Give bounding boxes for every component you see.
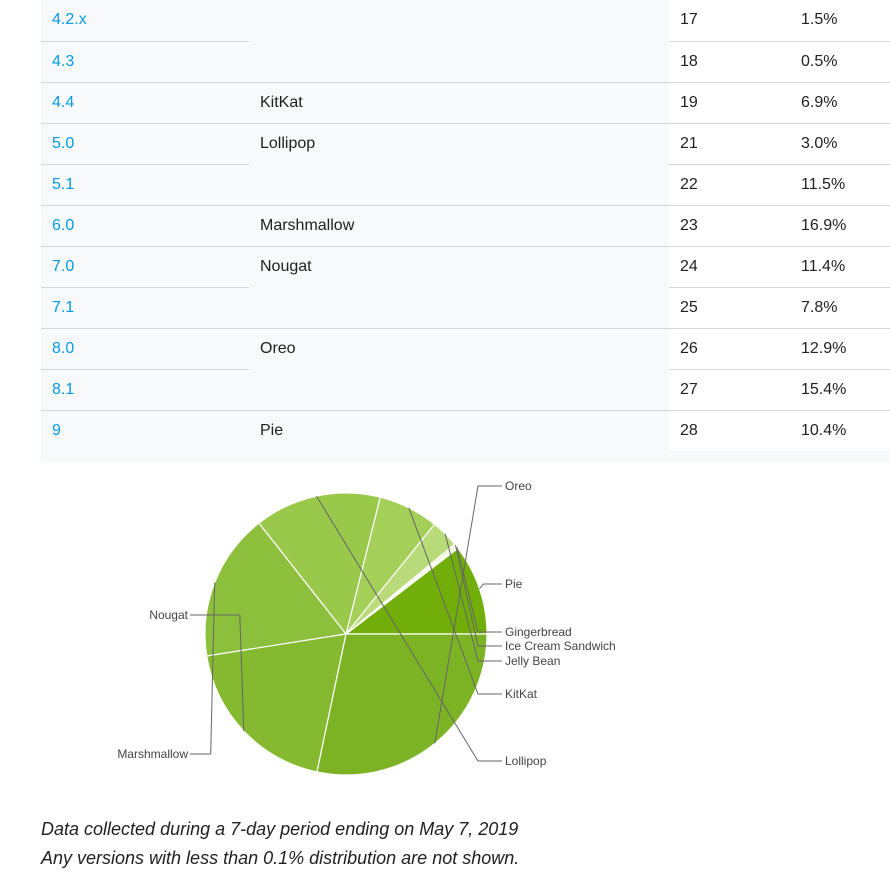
- table-body: 4.2.x 17 1.5% 4.3 18 0.5% 4.4 KitKat 19 6.9% 5.0 Lo…: [41, 0, 890, 451]
- pie-label: Pie: [505, 577, 523, 591]
- pie-label: KitKat: [505, 687, 538, 701]
- distribution-cell: 11.4%: [773, 245, 890, 287]
- version-cell: 4.3: [41, 40, 249, 82]
- version-cell: 4.4: [41, 81, 249, 123]
- table-row: 4.4 KitKat 19 6.9%: [41, 81, 890, 123]
- pie-label: Marshmallow: [117, 747, 188, 761]
- codename-cell: [249, 369, 669, 410]
- codename-cell: [249, 164, 669, 205]
- table-row: 6.0 Marshmallow 23 16.9%: [41, 204, 890, 246]
- version-distribution-table: 4.2.x 17 1.5% 4.3 18 0.5% 4.4 KitKat 19 6.9% 5.0 Lo…: [41, 0, 890, 451]
- api-level-cell: 19: [669, 81, 773, 123]
- distribution-cell: 0.5%: [773, 40, 890, 82]
- leader-line: [444, 533, 502, 662]
- table-row: 8.0 Oreo 26 12.9%: [41, 327, 890, 369]
- pie-label: Ice Cream Sandwich: [505, 639, 616, 653]
- distribution-cell: 3.0%: [773, 122, 890, 164]
- codename-cell: KitKat: [249, 81, 669, 123]
- pie-label: Jelly Bean: [505, 654, 560, 668]
- version-cell: 5.0: [41, 122, 249, 164]
- api-level-cell: 28: [669, 409, 773, 451]
- version-cell: 8.0: [41, 327, 249, 369]
- table-row: 4.3 18 0.5%: [41, 40, 890, 82]
- distribution-table-container: 4.2.x 17 1.5% 4.3 18 0.5% 4.4 KitKat 19 6.9% 5.0 Lo…: [41, 0, 890, 462]
- distribution-cell: 6.9%: [773, 81, 890, 123]
- distribution-cell: 1.5%: [773, 0, 890, 41]
- distribution-cell: 16.9%: [773, 204, 890, 246]
- pie-slices: [204, 492, 488, 776]
- version-link[interactable]: 4.2.x: [52, 11, 87, 29]
- api-level-cell: 23: [669, 204, 773, 246]
- version-cell: 7.0: [41, 245, 249, 287]
- distribution-cell: 15.4%: [773, 368, 890, 410]
- leader-line: [316, 495, 502, 762]
- version-link[interactable]: 9: [52, 421, 61, 439]
- version-link[interactable]: 7.1: [52, 298, 75, 316]
- leader-line: [190, 614, 245, 732]
- table-row: 5.1 22 11.5%: [41, 163, 890, 205]
- pie-slice-oreo: [316, 633, 488, 776]
- api-level-cell: 25: [669, 286, 773, 328]
- distribution-cell: 11.5%: [773, 163, 890, 205]
- footnotes: Data collected during a 7-day period end…: [41, 815, 519, 873]
- table-row: 5.0 Lollipop 21 3.0%: [41, 122, 890, 164]
- table-row: 7.0 Nougat 24 11.4%: [41, 245, 890, 287]
- leader-line: [456, 547, 502, 633]
- footnote-threshold: Any versions with less than 0.1% distrib…: [41, 848, 520, 868]
- version-link[interactable]: 5.1: [52, 175, 75, 193]
- api-level-cell: 21: [669, 122, 773, 164]
- codename-cell: [249, 0, 669, 41]
- table-row: 4.2.x 17 1.5%: [41, 0, 890, 41]
- distribution-cell: 10.4%: [773, 409, 890, 451]
- table-row: 9 Pie 28 10.4%: [41, 409, 890, 451]
- pie-label: Gingerbread: [505, 625, 572, 639]
- codename-cell: Lollipop: [249, 122, 669, 164]
- codename-cell: [249, 41, 669, 82]
- version-link[interactable]: 8.1: [52, 380, 75, 398]
- version-link[interactable]: 4.4: [52, 93, 75, 111]
- codename-cell: Marshmallow: [249, 204, 669, 246]
- api-level-cell: 27: [669, 368, 773, 410]
- footnote-date: Data collected during a 7-day period end…: [41, 819, 519, 839]
- pie-label: Lollipop: [505, 754, 547, 768]
- version-cell: 4.2.x: [41, 0, 249, 41]
- leader-line: [455, 545, 502, 647]
- codename-cell: Oreo: [249, 327, 669, 369]
- api-level-cell: 18: [669, 40, 773, 82]
- version-link[interactable]: 6.0: [52, 216, 75, 234]
- pie-leader-lines: [190, 485, 502, 762]
- version-link[interactable]: 8.0: [52, 339, 75, 357]
- api-level-cell: 17: [669, 0, 773, 41]
- leader-line: [190, 582, 216, 755]
- codename-cell: Nougat: [249, 245, 669, 287]
- distribution-cell: 7.8%: [773, 286, 890, 328]
- table-row: 8.1 27 15.4%: [41, 368, 890, 410]
- version-link[interactable]: 5.0: [52, 134, 75, 152]
- version-cell: 6.0: [41, 204, 249, 246]
- leader-line: [408, 507, 502, 695]
- codename-cell: Pie: [249, 409, 669, 451]
- api-level-cell: 24: [669, 245, 773, 287]
- version-cell: 8.1: [41, 368, 249, 410]
- version-link[interactable]: 4.3: [52, 52, 75, 70]
- pie-label: Oreo: [505, 479, 532, 493]
- leader-line: [479, 583, 502, 590]
- codename-cell: [249, 287, 669, 328]
- distribution-cell: 12.9%: [773, 327, 890, 369]
- table-row: 7.1 25 7.8%: [41, 286, 890, 328]
- pie-slice-pie: [344, 547, 488, 635]
- api-level-cell: 26: [669, 327, 773, 369]
- api-level-cell: 22: [669, 163, 773, 205]
- pie-label: Nougat: [149, 608, 188, 622]
- version-cell: 9: [41, 409, 249, 451]
- version-link[interactable]: 7.0: [52, 257, 75, 275]
- version-cell: 5.1: [41, 163, 249, 205]
- version-cell: 7.1: [41, 286, 249, 328]
- leader-line: [434, 485, 502, 744]
